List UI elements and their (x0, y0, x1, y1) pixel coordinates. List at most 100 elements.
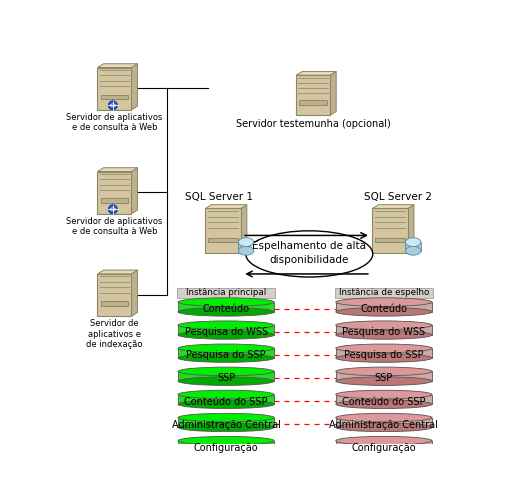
Polygon shape (178, 441, 274, 451)
Polygon shape (178, 348, 274, 358)
FancyBboxPatch shape (97, 67, 131, 110)
FancyBboxPatch shape (206, 209, 241, 253)
Ellipse shape (238, 247, 254, 255)
FancyBboxPatch shape (100, 301, 128, 305)
FancyBboxPatch shape (100, 199, 128, 203)
FancyBboxPatch shape (177, 288, 275, 298)
Ellipse shape (336, 437, 432, 445)
Ellipse shape (178, 307, 274, 316)
Text: disponibilidade: disponibilidade (269, 255, 349, 265)
Polygon shape (238, 242, 254, 251)
Text: Servidor testemunha (opcional): Servidor testemunha (opcional) (236, 119, 391, 129)
FancyBboxPatch shape (97, 172, 131, 214)
Ellipse shape (336, 344, 432, 353)
Polygon shape (131, 64, 138, 110)
Ellipse shape (178, 390, 274, 399)
Text: Instância de espelho: Instância de espelho (339, 288, 429, 297)
Polygon shape (178, 325, 274, 335)
FancyBboxPatch shape (376, 238, 405, 243)
Ellipse shape (178, 321, 274, 329)
Polygon shape (178, 302, 274, 312)
Text: SSP: SSP (375, 373, 393, 383)
Ellipse shape (405, 238, 421, 247)
Polygon shape (330, 71, 336, 115)
FancyBboxPatch shape (296, 75, 330, 115)
Ellipse shape (336, 413, 432, 422)
Polygon shape (336, 325, 432, 335)
Text: Pesquisa do WSS: Pesquisa do WSS (343, 327, 426, 337)
Circle shape (108, 101, 118, 110)
Text: Instância principal: Instância principal (186, 288, 266, 297)
Text: Pesquisa do SSP: Pesquisa do SSP (186, 350, 266, 360)
Text: Conteúdo: Conteúdo (202, 304, 249, 314)
Ellipse shape (336, 321, 432, 329)
Polygon shape (178, 418, 274, 427)
Polygon shape (336, 371, 432, 381)
Ellipse shape (336, 331, 432, 339)
FancyBboxPatch shape (208, 238, 237, 243)
Polygon shape (336, 418, 432, 427)
Polygon shape (296, 71, 336, 75)
Text: Conteúdo: Conteúdo (360, 304, 407, 314)
FancyBboxPatch shape (299, 100, 327, 104)
Polygon shape (97, 168, 138, 172)
Polygon shape (336, 441, 432, 451)
Text: SQL Server 2: SQL Server 2 (364, 192, 432, 202)
Polygon shape (241, 205, 247, 253)
Text: Servidor de aplicativos
e de consulta à Web: Servidor de aplicativos e de consulta à … (66, 113, 163, 132)
FancyBboxPatch shape (372, 209, 408, 253)
Ellipse shape (336, 423, 432, 432)
Polygon shape (178, 371, 274, 381)
Polygon shape (131, 168, 138, 214)
Ellipse shape (336, 377, 432, 385)
Ellipse shape (405, 247, 421, 255)
Ellipse shape (178, 423, 274, 432)
Ellipse shape (246, 231, 373, 277)
FancyBboxPatch shape (100, 94, 128, 99)
Polygon shape (178, 395, 274, 404)
Text: Servidor de
aplicativos e
de indexação: Servidor de aplicativos e de indexação (86, 319, 143, 349)
Ellipse shape (178, 446, 274, 455)
Polygon shape (97, 270, 138, 274)
Polygon shape (336, 302, 432, 312)
Ellipse shape (178, 377, 274, 385)
Polygon shape (131, 270, 138, 316)
Ellipse shape (178, 344, 274, 353)
Polygon shape (372, 205, 414, 209)
Polygon shape (206, 205, 247, 209)
Ellipse shape (178, 413, 274, 422)
Polygon shape (336, 395, 432, 404)
FancyBboxPatch shape (176, 460, 277, 465)
Text: Administração Central: Administração Central (329, 420, 438, 430)
Circle shape (108, 205, 118, 214)
Ellipse shape (336, 307, 432, 316)
Text: SQL Server 1: SQL Server 1 (185, 192, 253, 202)
Ellipse shape (178, 331, 274, 339)
Text: Configuração: Configuração (351, 443, 416, 453)
Ellipse shape (178, 367, 274, 376)
Text: Administração Central: Administração Central (172, 420, 280, 430)
FancyBboxPatch shape (335, 288, 433, 298)
Ellipse shape (336, 298, 432, 306)
Ellipse shape (178, 298, 274, 306)
Ellipse shape (336, 400, 432, 409)
Ellipse shape (178, 400, 274, 409)
Ellipse shape (178, 437, 274, 445)
Polygon shape (97, 64, 138, 67)
Text: Espelhamento de alta: Espelhamento de alta (252, 241, 366, 251)
Text: Conteúdo do SSP: Conteúdo do SSP (342, 397, 426, 407)
Ellipse shape (238, 238, 254, 247)
Polygon shape (336, 348, 432, 358)
Ellipse shape (336, 446, 432, 455)
Polygon shape (408, 205, 414, 253)
Polygon shape (405, 242, 421, 251)
Text: Configuração: Configuração (194, 443, 258, 453)
Ellipse shape (336, 354, 432, 362)
Text: Pesquisa do SSP: Pesquisa do SSP (344, 350, 424, 360)
Text: SSP: SSP (217, 373, 235, 383)
Text: Conteúdo do SSP: Conteúdo do SSP (184, 397, 268, 407)
Text: Pesquisa do WSS: Pesquisa do WSS (185, 327, 268, 337)
Ellipse shape (336, 390, 432, 399)
FancyBboxPatch shape (334, 460, 435, 465)
Ellipse shape (336, 367, 432, 376)
